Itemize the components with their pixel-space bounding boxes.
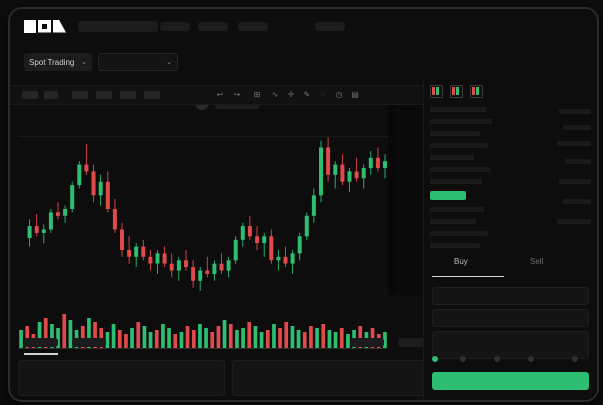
tab-sell[interactable]: Sell <box>530 257 544 266</box>
tab-buy[interactable]: Buy <box>454 257 468 266</box>
orderbook-ask-row[interactable] <box>430 143 488 148</box>
magnet-icon[interactable]: ◌ <box>320 90 326 99</box>
orderbook-bid-row[interactable] <box>430 207 484 212</box>
trading-mode-label: Spot Trading <box>29 57 75 67</box>
bottom-tab-history[interactable] <box>72 338 106 347</box>
orderbook-size-row <box>559 109 591 114</box>
line-icon[interactable]: ∿ <box>271 90 279 99</box>
orderbook-size-row <box>557 141 591 146</box>
submit-order-button[interactable] <box>432 372 589 390</box>
chart-gridline <box>18 136 423 137</box>
orderbook-size-row <box>563 199 591 204</box>
orderbook-ask-row[interactable] <box>430 107 486 112</box>
orderbook-size-row <box>563 125 591 130</box>
orderbook-ask-row[interactable] <box>430 155 474 160</box>
order-field-total[interactable] <box>432 331 589 359</box>
bottom-panel-right <box>232 360 426 396</box>
search-input[interactable] <box>78 21 158 32</box>
pagination-dot-1[interactable] <box>432 356 438 362</box>
device-frame: Spot Trading ⌄ ⌄ ↩ ↪ ⊞ ∿ ✛ <box>8 7 599 402</box>
bottom-tab-open-orders[interactable] <box>24 338 58 347</box>
price-chart[interactable] <box>18 105 423 305</box>
chart-toolbar: ↩ ↪ ⊞ ∿ ✛ ✎ ◌ ◷ ▤ <box>10 85 424 105</box>
orderbook-size-row <box>565 159 591 164</box>
orderbook-ask-row[interactable] <box>430 131 480 136</box>
bottom-tab-right-1[interactable] <box>350 338 384 347</box>
volume-baseline <box>18 348 388 349</box>
orderbook-asks-icon[interactable] <box>470 85 483 98</box>
toolbar-chip-1[interactable] <box>22 91 38 99</box>
nav-item-3[interactable] <box>238 22 268 31</box>
bottom-tab-bar <box>10 338 432 355</box>
pagination-dot-3[interactable] <box>494 356 500 362</box>
okx-logo-icon[interactable] <box>24 19 66 33</box>
top-bar <box>10 9 597 43</box>
orderbook-view-tabs <box>430 85 483 98</box>
toolbar-chip-6[interactable] <box>144 91 160 99</box>
nav-item-4[interactable] <box>315 22 345 31</box>
instrument-bar: Spot Trading ⌄ ⌄ <box>10 45 597 110</box>
trading-app: Spot Trading ⌄ ⌄ ↩ ↪ ⊞ ∿ ✛ <box>10 9 597 400</box>
orderbook-ask-row[interactable] <box>430 179 482 184</box>
bottom-tab-underline <box>24 353 58 355</box>
candlestick-series <box>27 127 416 291</box>
orderbook-ask-row[interactable] <box>430 167 490 172</box>
orderbook-both-icon[interactable] <box>430 85 443 98</box>
pagination-dot-5[interactable] <box>572 356 578 362</box>
order-side-tabs: Buy Sell <box>432 257 589 275</box>
nav-item-1[interactable] <box>160 22 190 31</box>
undo-icon[interactable]: ↩ <box>216 90 224 99</box>
toolbar-chip-2[interactable] <box>44 91 58 99</box>
crosshair-icon[interactable]: ✛ <box>287 90 295 99</box>
bottom-panel-left <box>18 360 225 396</box>
order-panel: Buy Sell <box>423 79 597 400</box>
orderbook-ask-row[interactable] <box>430 119 492 124</box>
pagination-dot-4[interactable] <box>528 356 534 362</box>
order-field-amount[interactable] <box>432 309 589 327</box>
redo-icon[interactable]: ↪ <box>233 90 241 99</box>
chevron-down-icon: ⌄ <box>81 59 87 66</box>
pencil-icon[interactable]: ✎ <box>303 90 311 99</box>
bottom-tab-right-2[interactable] <box>398 338 432 347</box>
orderbook-bids-icon[interactable] <box>450 85 463 98</box>
toolbar-chip-5[interactable] <box>120 91 136 99</box>
orderbook-size-row <box>557 219 591 224</box>
orderbook-bid-row[interactable] <box>430 231 488 236</box>
candle-icon[interactable]: ⊞ <box>253 90 261 99</box>
toolbar-chip-3[interactable] <box>72 91 88 99</box>
chevron-down-icon: ⌄ <box>166 59 172 66</box>
trash-icon[interactable]: ▤ <box>351 90 359 99</box>
order-side-underline <box>432 276 504 277</box>
orderbook-bid-row[interactable] <box>430 219 476 224</box>
orderbook-bid-row[interactable] <box>430 243 480 248</box>
orderbook-spread-highlight <box>430 191 466 200</box>
nav-item-2[interactable] <box>198 22 228 31</box>
toolbar-chip-4[interactable] <box>96 91 112 99</box>
orderbook-size-row <box>559 179 591 184</box>
pagination-dot-2[interactable] <box>460 356 466 362</box>
order-field-price[interactable] <box>432 287 589 305</box>
clock-icon[interactable]: ◷ <box>335 90 343 99</box>
pair-selector[interactable]: ⌄ <box>98 53 178 71</box>
trading-mode-selector[interactable]: Spot Trading ⌄ <box>24 53 92 71</box>
pagination-dots <box>432 354 589 364</box>
